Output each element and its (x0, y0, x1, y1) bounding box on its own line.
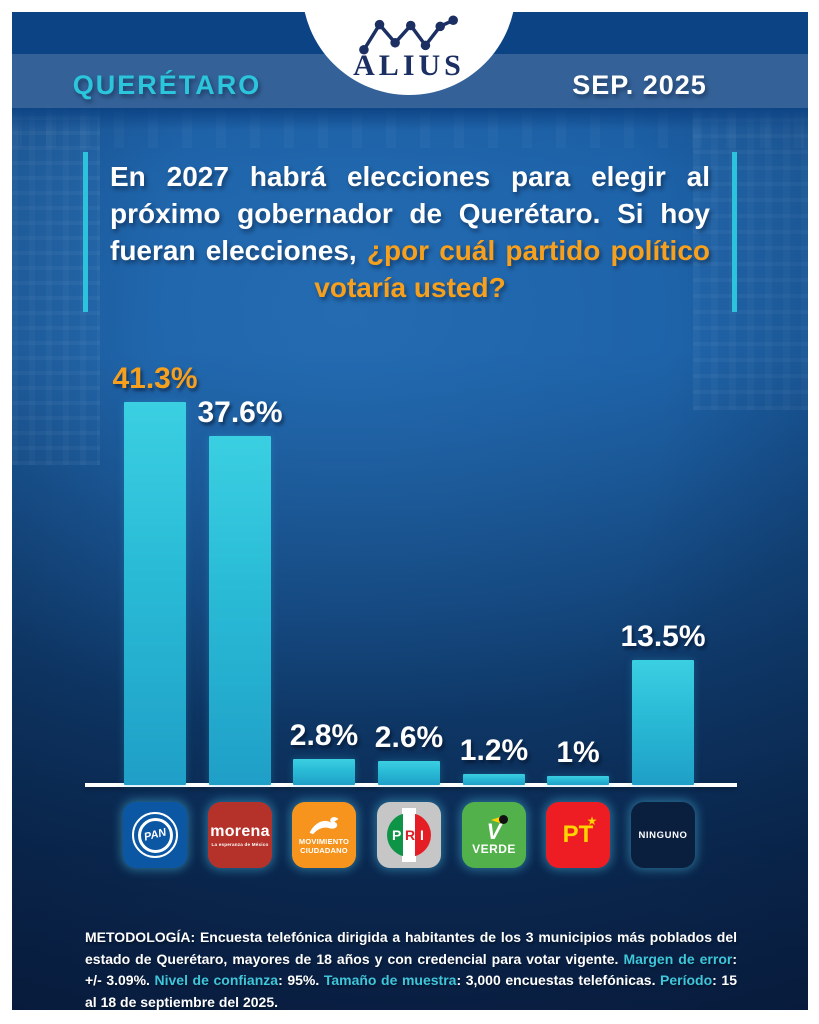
bar-verde (463, 774, 525, 785)
pri-letter-p: P (392, 827, 402, 843)
bar-value-label-morena: 37.6% (197, 396, 283, 429)
region-title: QUERÉTARO (72, 70, 262, 100)
bar-value-label-pan: 41.3% (112, 362, 198, 395)
pan-label: PAN (142, 826, 168, 844)
methodology-segment-0: METODOLOGÍA: (85, 929, 200, 945)
methodology-segment-3: : +/- 3.09%. (85, 950, 738, 989)
verde-v-mark: V (486, 819, 502, 845)
bar-value-label-pt: 1% (556, 736, 600, 769)
methodology-segment-6: Tamaño de muestra (323, 972, 457, 989)
bar-value-label-movimiento-ciudadano: 2.8% (289, 719, 359, 752)
star-icon: ★ (586, 814, 598, 828)
question-text: En 2027 habrá elecciones para elegir al … (110, 158, 710, 306)
bar-movimiento-ciudadano (293, 759, 355, 785)
toucan-icon (491, 815, 511, 825)
question-box: En 2027 habrá elecciones para elegir al … (83, 152, 737, 312)
pri-letter-i: I (420, 827, 424, 843)
question-text-segment-0: En 2027 habrá elecciones para elegir al … (110, 161, 710, 229)
party-logo-pt: PT ★ (546, 802, 610, 868)
methodology-segment-4: Nivel de confianza (154, 972, 279, 989)
morena-tagline: La esperanza de México (211, 841, 269, 847)
pri-letter-r: R (405, 827, 416, 843)
bar-morena (209, 436, 271, 785)
party-logo-movimiento-ciudadano: MOVIMIENTO CIUDADANO (292, 802, 356, 868)
party-logo-morena: morena La esperanza de México (208, 802, 272, 868)
line-chart-logo-icon (359, 15, 458, 55)
brand-name: ALIUS (353, 49, 465, 82)
mc-line1: MOVIMIENTO (298, 837, 350, 847)
pt-label: PT (562, 821, 594, 848)
bar-pri (378, 761, 440, 785)
movimiento-ciudadano-label: MOVIMIENTO CIUDADANO (299, 838, 349, 855)
methodology-segment-2: Margen de error (623, 950, 733, 967)
pan-emblem-icon: PAN (132, 812, 178, 858)
bar-value-label-verde: 1.2% (459, 734, 529, 767)
methodology-segment-8: Período (660, 972, 713, 989)
party-logo-pri: P R I (377, 802, 441, 868)
question-text-segment-1: gobernador de Querétaro. Si hoy fueran e… (110, 198, 711, 266)
bar-pan (124, 402, 186, 785)
brand-logo: ALIUS (350, 14, 468, 83)
question-text-segment-2: ¿por cuál partido político votaría usted… (314, 235, 711, 303)
party-logo-pan: PAN (123, 802, 187, 868)
verde-label: VERDE (472, 841, 516, 856)
bar-value-label-ninguno: 13.5% (620, 620, 706, 653)
methodology-segment-7: : 3,000 encuestas telefónicas. (456, 972, 661, 989)
ninguno-label: NINGUNO (638, 829, 688, 841)
methodology-segment-5: : 95%. (278, 972, 324, 989)
methodology-segment-9: : 15 al 18 de septiembre del 2025. (85, 972, 737, 1010)
bar-ninguno (632, 660, 694, 785)
bar-chart: 41.3% 37.6% 2.8% 2.6% 1.2% 1% 13.5% (12, 12, 808, 1010)
morena-label: morena (210, 822, 270, 840)
bar-value-label-pri: 2.6% (374, 721, 444, 754)
poster-canvas: QUERÉTARO SEP. 2025 ALIUS En 2027 habrá … (12, 12, 808, 1010)
methodology-text: METODOLOGÍA: Encuesta telefónica dirigid… (85, 927, 737, 1010)
party-logo-ninguno: NINGUNO (631, 802, 695, 868)
bar-pt (547, 776, 609, 785)
chart-baseline (85, 783, 737, 787)
mc-line2: CIUDADANO (300, 846, 348, 855)
eagle-icon (309, 817, 339, 835)
methodology-segment-1: Encuesta telefónica dirigida a habitante… (85, 929, 737, 967)
party-logo-verde: V VERDE (462, 802, 526, 868)
pri-emblem-icon: P R I (384, 808, 434, 862)
survey-date: SEP. 2025 (572, 70, 707, 100)
